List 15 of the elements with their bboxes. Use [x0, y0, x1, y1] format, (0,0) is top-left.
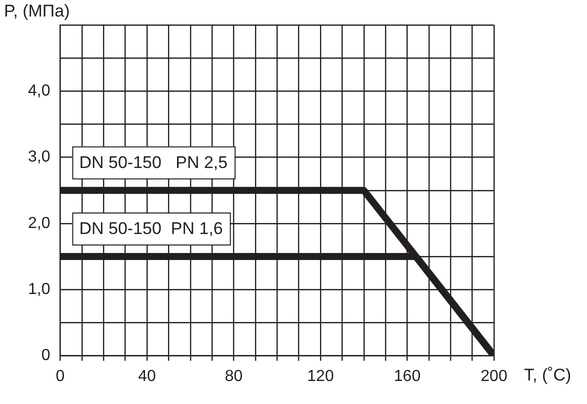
- series-label: DN 50-150 PN 2,5: [79, 153, 228, 172]
- y-tick-label: 2,0: [28, 214, 50, 232]
- series-label: DN 50-150 PN 1,6: [79, 219, 223, 238]
- x-tick-label: 80: [224, 368, 243, 385]
- x-axis-title: T, (˚C): [524, 365, 572, 384]
- y-tick-label: 0: [41, 347, 50, 364]
- x-tick-label: 0: [56, 368, 65, 385]
- y-axis-title: P, (МПа): [4, 2, 70, 21]
- x-tick-label: 200: [480, 368, 508, 385]
- y-tick-label: 3,0: [28, 148, 50, 166]
- y-tick-label: 4,0: [28, 82, 50, 100]
- x-tick-label: 120: [307, 368, 334, 385]
- x-tick-label: 40: [138, 368, 156, 385]
- y-tick-label: 1,0: [28, 281, 50, 298]
- x-tick-label: 160: [394, 368, 421, 385]
